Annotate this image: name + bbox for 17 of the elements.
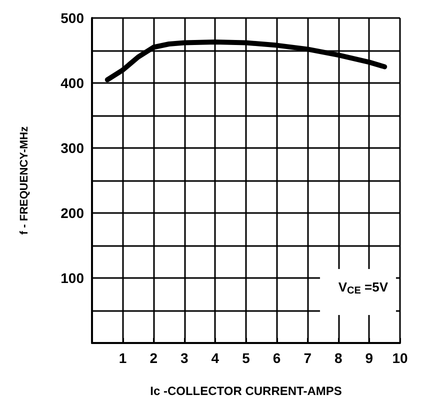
x-tick-label: 2 [150,350,158,366]
x-tick-label: 10 [392,350,408,366]
y-tick-label: 100 [60,270,84,286]
x-tick-label: 5 [242,350,250,366]
y-tick-label: 400 [60,75,84,91]
x-tick-label: 8 [334,350,342,366]
x-tick-label: 9 [365,350,374,366]
y-axis-title: f - FREQUENCY-MHz [18,126,30,235]
y-tick-label: 300 [60,140,84,156]
y-tick-label: 500 [60,10,84,26]
x-tick-label: 3 [180,350,188,366]
x-axis-title: Ic -COLLECTOR CURRENT-AMPS [150,384,342,398]
x-tick-label: 1 [118,350,127,366]
x-tick-label: 4 [211,350,220,366]
y-tick-label: 200 [60,205,84,221]
x-tick-label: 6 [272,350,281,366]
x-tick-label: 7 [304,350,312,366]
